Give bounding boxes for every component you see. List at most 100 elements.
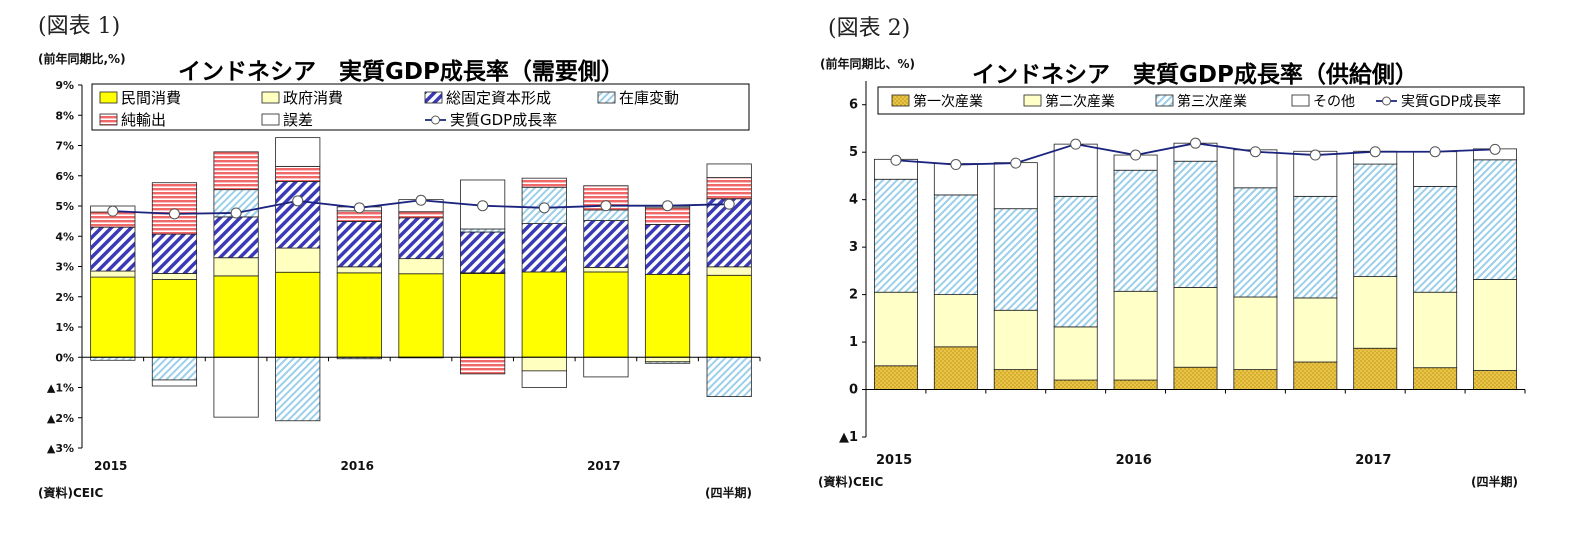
gdp-growth-point <box>415 194 427 206</box>
gdp-growth-point <box>890 154 902 166</box>
y-tick-label: 8% <box>55 109 74 122</box>
legend-swatch <box>597 91 616 104</box>
bar-segment <box>521 177 567 188</box>
gdp-growth-point <box>107 205 119 217</box>
bar-segment <box>275 137 321 167</box>
x-tick-label: 2017 <box>1355 453 1391 468</box>
gdp-growth-point <box>1429 146 1441 158</box>
bar-segment <box>1053 326 1098 381</box>
legend-label: 実質GDP成長率 <box>450 111 557 129</box>
gdp-growth-point <box>477 200 489 212</box>
bar-segment <box>1053 143 1098 197</box>
bar-segment <box>1173 287 1218 368</box>
legend-swatch <box>261 91 280 104</box>
y-tick-label: 4% <box>55 230 74 243</box>
y-tick-label: 0 <box>849 383 858 398</box>
bar-segment <box>1113 290 1158 381</box>
legend-label: 総固定資本形成 <box>446 89 551 107</box>
legend-swatch <box>99 91 118 104</box>
bar-segment <box>1353 347 1398 390</box>
y-tick-label: 9% <box>55 79 74 92</box>
bar-segment <box>90 270 136 278</box>
legend-swatch <box>1023 94 1042 107</box>
gdp-growth-point <box>168 208 180 220</box>
y-tick-label: 7% <box>55 140 74 153</box>
bar-segment <box>644 273 691 358</box>
legend-marker <box>1382 96 1391 106</box>
bar-segment <box>1113 379 1158 390</box>
legend: 第一次産業 第二次産業 第三次産業 その他 実質GDP成長率 <box>877 86 1525 115</box>
gdp-growth-point <box>1489 143 1501 155</box>
y-tick-label: 1 <box>849 335 858 350</box>
legend-label: 民間消費 <box>121 89 181 107</box>
bar-segment <box>1293 297 1338 363</box>
bar-segment <box>993 208 1038 311</box>
x-tick-label: 2016 <box>1116 453 1152 468</box>
legend-label: 第三次産業 <box>1177 93 1247 110</box>
bar-segment <box>151 273 198 280</box>
gdp-growth-point <box>600 200 612 212</box>
legend-swatch <box>99 113 118 126</box>
bar-segment <box>993 309 1038 370</box>
bar-segment <box>933 294 978 348</box>
bar-segment <box>873 291 918 367</box>
bar-segment <box>873 365 918 390</box>
bar-segment <box>521 370 567 388</box>
bar-segment <box>1353 276 1398 349</box>
period-label: (四半期) <box>705 486 752 500</box>
bar-segment <box>460 356 506 375</box>
bar-segment <box>583 209 629 221</box>
bar-segment <box>1473 279 1518 371</box>
bar-segment <box>644 361 691 364</box>
bar-segment <box>460 231 506 274</box>
bar-segment <box>151 379 198 387</box>
bar-segment <box>336 221 382 268</box>
bar-segment <box>1413 291 1458 369</box>
unit-label: (前年同期比、%) <box>820 57 915 71</box>
bar-segment <box>1173 366 1218 390</box>
bar-segment <box>1473 159 1518 280</box>
y-tick-label: 1% <box>55 321 74 334</box>
bar-segment <box>933 194 978 295</box>
bar-segment <box>213 216 259 259</box>
bar-segment <box>1413 367 1458 390</box>
bar-segment <box>1233 187 1278 298</box>
bar-segment <box>398 217 444 260</box>
legend-swatch <box>261 113 280 126</box>
legend-label: 実質GDP成長率 <box>1401 93 1501 110</box>
bar-segment <box>706 198 752 268</box>
bar-segment <box>398 211 444 219</box>
bar-segment <box>398 258 444 275</box>
bar-segment <box>213 257 259 277</box>
bar-segment <box>1473 370 1518 390</box>
gdp-growth-point <box>723 198 735 210</box>
gdp-growth-point <box>292 195 304 207</box>
bar-segment <box>275 356 321 422</box>
bar-segment <box>706 266 752 276</box>
gdp-growth-point <box>353 202 365 214</box>
source-label: (資料)CEIC <box>818 475 884 489</box>
bar-segment <box>873 178 918 293</box>
bar-segment <box>213 356 259 418</box>
y-tick-label: 2% <box>55 291 74 304</box>
x-tick-label: 2015 <box>876 453 912 468</box>
bar-segment <box>1053 195 1098 328</box>
y-tick-label: ▲1 <box>839 430 858 445</box>
bar-segment <box>1413 185 1458 293</box>
legend-label: 在庫変動 <box>619 89 679 107</box>
y-tick-label: ▲1% <box>47 382 74 395</box>
legend-label: その他 <box>1313 94 1355 110</box>
bar-segment <box>1113 169 1158 292</box>
bar-segment <box>336 266 382 274</box>
bar-segment <box>583 267 629 273</box>
legend-swatch <box>1155 94 1174 107</box>
demand-chart-svg: ▲3% ▲2% ▲1% 0% 1% 2% 3% 4% 5% 6% 7% 8% 9% 2015 2016 201… <box>47 79 761 473</box>
legend-swatch <box>1291 94 1310 107</box>
gdp-growth-point <box>1309 149 1321 161</box>
x-tick-label: 2017 <box>587 459 620 473</box>
figure-label: (図表 2) <box>828 16 911 41</box>
bar-segment <box>521 223 567 273</box>
bar-segment <box>275 247 321 273</box>
source-label: (資料)CEIC <box>38 486 104 500</box>
